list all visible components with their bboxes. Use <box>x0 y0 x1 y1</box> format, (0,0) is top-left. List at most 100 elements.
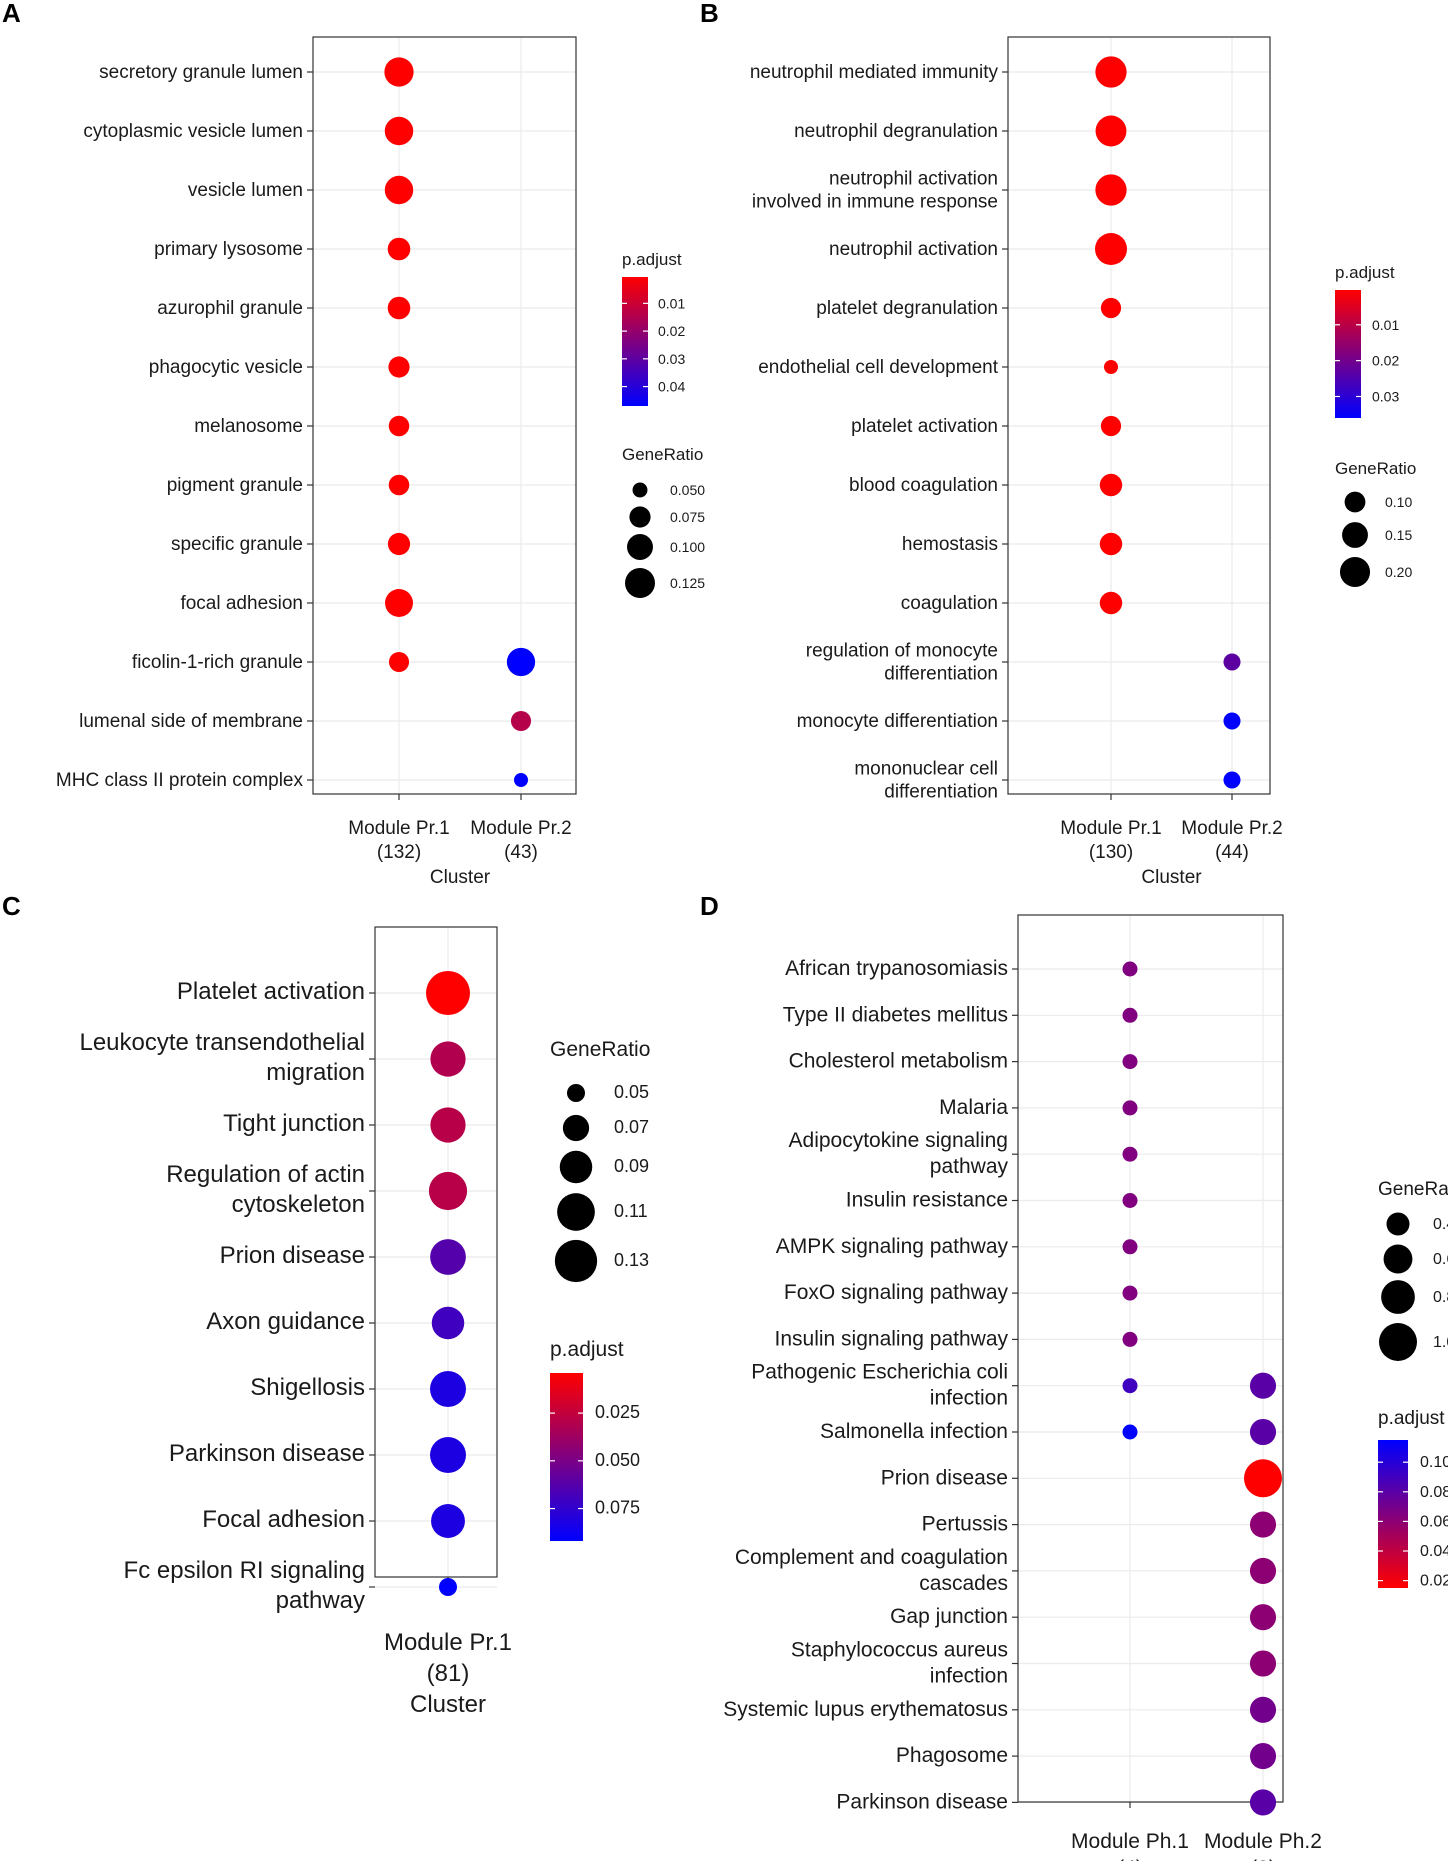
category-label-b: coagulation <box>901 593 998 614</box>
category-label-c-line: cytoskeleton <box>232 1191 365 1218</box>
category-label-a-line: specific granule <box>171 534 303 555</box>
legend-title-padjust-d: p.adjust <box>1378 1408 1445 1429</box>
category-label-d: AMPK signaling pathway <box>776 1235 1009 1258</box>
legend-dot-generatio-c <box>562 1114 590 1142</box>
data-point-b <box>1223 712 1241 730</box>
plot-frame-b <box>1007 36 1271 795</box>
category-label-b-line: neutrophil activation <box>829 239 998 260</box>
category-label-a: cytoplasmic vesicle lumen <box>83 121 303 142</box>
legend-label-padjust-d: 0.04 <box>1420 1543 1448 1560</box>
category-label-b: hemostasis <box>902 534 998 555</box>
category-label-d-line: Insulin signaling pathway <box>775 1327 1009 1350</box>
legend-label-padjust-b: 0.01 <box>1372 317 1399 333</box>
category-label-d: Phagosome <box>896 1744 1008 1767</box>
legend-label-padjust-d: 0.08 <box>1420 1484 1448 1501</box>
category-label-c: Shigellosis <box>250 1374 365 1401</box>
data-point-d <box>1122 1007 1138 1023</box>
category-label-d-line: cascades <box>919 1572 1008 1595</box>
legend-label-padjust-c: 0.050 <box>595 1450 640 1470</box>
category-label-d-line: Type II diabetes mellitus <box>783 1003 1008 1026</box>
category-label-d-line: Gap junction <box>890 1605 1008 1628</box>
category-label-d: Prion disease <box>881 1466 1008 1489</box>
data-point-c <box>430 1041 466 1077</box>
x-tick-label-line: Module Pr.1 <box>348 818 449 839</box>
category-label-d-line: Pathogenic Escherichia coli <box>751 1361 1008 1384</box>
category-label-a: azurophil granule <box>157 298 303 319</box>
legend-title-padjust-b: p.adjust <box>1335 263 1395 282</box>
data-point-b <box>1099 532 1123 556</box>
data-point-d <box>1249 1557 1277 1584</box>
category-label-c: Prion disease <box>220 1242 365 1269</box>
panel-letter-c: C <box>2 891 21 921</box>
category-label-b: endothelial cell development <box>758 357 998 378</box>
category-label-c-line: Parkinson disease <box>169 1440 365 1467</box>
data-point-a <box>384 116 414 146</box>
x-tick-label-line: (130) <box>1089 842 1133 863</box>
category-label-a: melanosome <box>194 416 303 437</box>
data-point-b <box>1223 653 1241 671</box>
category-label-d-line: Systemic lupus erythematosus <box>723 1698 1008 1721</box>
category-label-a-line: focal adhesion <box>180 593 303 614</box>
x-tick-label-line: Module Pr.1 <box>384 1629 512 1656</box>
legend-label-generatio-b: 0.15 <box>1385 527 1412 543</box>
legend-label-generatio-c: 0.09 <box>614 1156 649 1176</box>
legend-label-generatio-d: 1.0 <box>1433 1334 1448 1351</box>
category-label-c-line: Fc epsilon RI signaling <box>124 1557 365 1584</box>
legend-label-generatio-c: 0.05 <box>614 1082 649 1102</box>
category-label-d: Gap junction <box>890 1605 1008 1628</box>
category-label-d: FoxO signaling pathway <box>784 1281 1009 1304</box>
x-tick-label-line: Module Ph.1 <box>1071 1830 1189 1853</box>
category-label-a-line: phagocytic vesicle <box>149 357 303 378</box>
legend-label-generatio-c: 0.13 <box>614 1250 649 1270</box>
category-label-c-line: Leukocyte transendothelial <box>79 1029 365 1056</box>
category-label-d: Type II diabetes mellitus <box>783 1003 1008 1026</box>
panel-d: D African trypanosomiasis Type II diabete… <box>700 891 1448 1861</box>
plot-frame-a <box>312 36 577 795</box>
data-point-b <box>1223 771 1241 789</box>
category-label-d-line: Staphylococcus aureus <box>791 1639 1008 1662</box>
category-label-d-line: Parkinson disease <box>836 1790 1008 1813</box>
category-label-a-line: pigment granule <box>167 475 303 496</box>
legend-dot-generatio-a <box>627 534 653 560</box>
category-label-a-line: vesicle lumen <box>188 180 303 201</box>
legend-dot-generatio-c <box>567 1084 585 1102</box>
legend-dot-generatio-d <box>1386 1212 1410 1236</box>
category-label-d-line: pathway <box>930 1155 1009 1178</box>
x-tick-label-line: Module Ph.2 <box>1204 1830 1322 1853</box>
legend-title-generatio-b: GeneRatio <box>1335 459 1416 478</box>
data-point-a <box>514 773 528 787</box>
category-label-d-line: Insulin resistance <box>846 1189 1008 1212</box>
legend-label-padjust-b: 0.02 <box>1372 353 1399 369</box>
legend-label-padjust-a: 0.02 <box>658 323 685 339</box>
data-point-d <box>1122 1193 1138 1208</box>
category-label-a-line: azurophil granule <box>157 298 303 319</box>
legend-label-generatio-b: 0.10 <box>1385 494 1412 510</box>
plot-frame-c <box>374 926 498 1578</box>
category-label-d: Insulin signaling pathway <box>775 1327 1009 1350</box>
data-point-a <box>510 710 532 732</box>
category-label-a-line: primary lysosome <box>154 239 303 260</box>
data-point-a <box>387 296 411 320</box>
category-label-c: Axon guidance <box>206 1308 365 1335</box>
data-point-c <box>430 1107 466 1143</box>
data-point-a <box>387 532 411 556</box>
category-label-b-line: neutrophil degranulation <box>794 121 998 142</box>
data-point-c <box>431 1306 465 1340</box>
data-point-d <box>1249 1372 1277 1399</box>
category-label-c: Leukocyte transendothelial migration <box>79 1029 365 1086</box>
category-label-b: mononuclear cell differentiation <box>854 759 998 803</box>
x-tick-label-line: (44) <box>1215 842 1249 863</box>
data-point-d <box>1122 1239 1138 1255</box>
category-label-c-line: Focal adhesion <box>202 1506 365 1533</box>
legend-dot-generatio-a <box>632 482 648 498</box>
legend-title-generatio-c: GeneRatio <box>550 1038 650 1061</box>
data-point-c <box>430 1371 466 1407</box>
x-tick-label-d: Module Ph.2 (2) <box>1204 1830 1322 1861</box>
category-label-b: neutrophil degranulation <box>794 121 998 142</box>
data-point-d <box>1122 1331 1138 1347</box>
data-point-d <box>1249 1604 1277 1631</box>
category-label-d: Malaria <box>939 1096 1008 1119</box>
panel-letter-b: B <box>700 0 719 28</box>
category-label-c: Regulation of actin cytoskeleton <box>166 1161 365 1218</box>
